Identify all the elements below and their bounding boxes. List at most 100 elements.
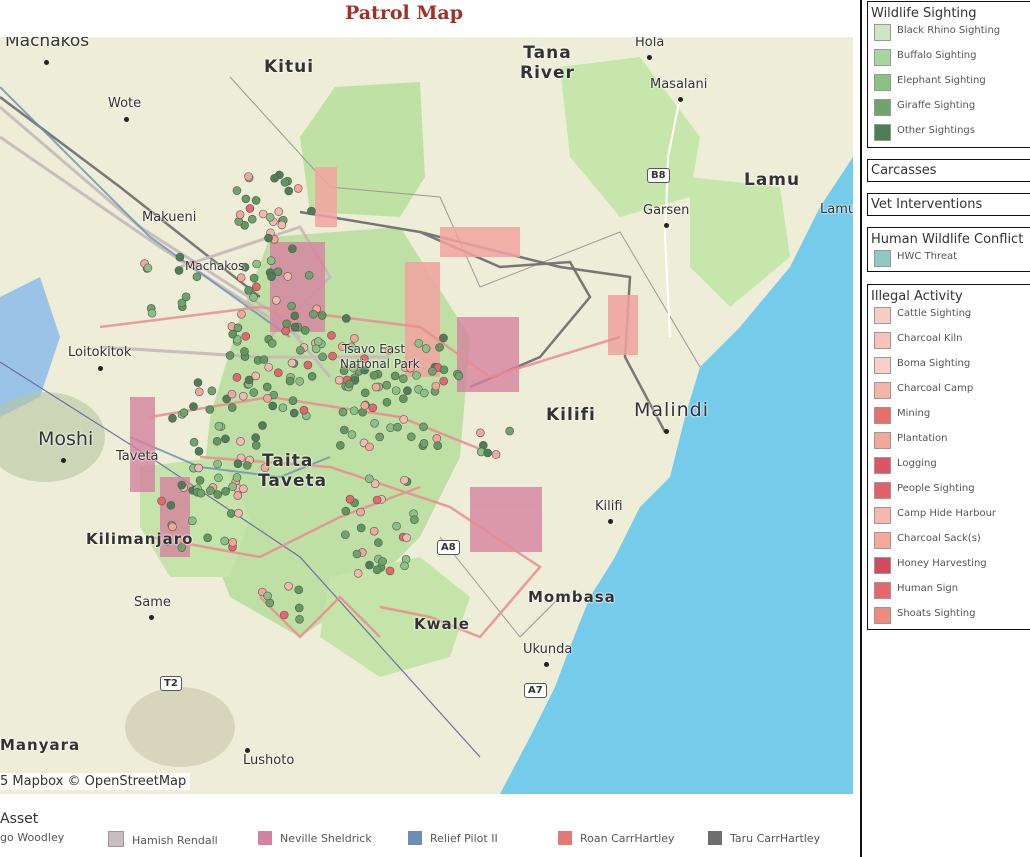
- sighting-point[interactable]: [368, 403, 378, 413]
- sighting-point[interactable]: [240, 347, 249, 356]
- legend-vet[interactable]: Vet Interventions: [867, 193, 1030, 216]
- sighting-point[interactable]: [371, 382, 381, 392]
- sighting-point[interactable]: [476, 428, 485, 438]
- sighting-point[interactable]: [299, 405, 309, 415]
- legend-item[interactable]: Logging: [868, 456, 1030, 481]
- sighting-point[interactable]: [193, 378, 203, 387]
- sighting-point[interactable]: [311, 344, 321, 354]
- sighting-point[interactable]: [382, 397, 392, 407]
- sighting-point[interactable]: [278, 403, 288, 412]
- sighting-point[interactable]: [375, 432, 384, 442]
- sighting-point[interactable]: [241, 332, 251, 341]
- sighting-point[interactable]: [439, 333, 448, 343]
- sighting-point[interactable]: [244, 172, 253, 181]
- sighting-point[interactable]: [284, 186, 294, 196]
- sighting-point[interactable]: [352, 549, 362, 559]
- asset-item[interactable]: go Woodley: [0, 831, 64, 844]
- sighting-point[interactable]: [232, 373, 242, 382]
- sighting-point[interactable]: [236, 273, 246, 283]
- sighting-point[interactable]: [391, 386, 401, 395]
- sighting-point[interactable]: [240, 262, 250, 272]
- sighting-point[interactable]: [228, 482, 237, 492]
- sighting-point[interactable]: [419, 439, 429, 448]
- sighting-point[interactable]: [295, 615, 304, 624]
- sighting-point[interactable]: [227, 389, 237, 399]
- sighting-point[interactable]: [345, 494, 355, 504]
- sighting-point[interactable]: [196, 488, 206, 498]
- sighting-point[interactable]: [213, 459, 222, 469]
- sighting-point[interactable]: [251, 371, 261, 381]
- sighting-point[interactable]: [285, 376, 295, 386]
- sighting-point[interactable]: [338, 407, 348, 417]
- sighting-point[interactable]: [221, 487, 230, 496]
- sighting-point[interactable]: [266, 256, 276, 265]
- legend-item[interactable]: Camp Hide Harbour: [868, 506, 1030, 531]
- legend-item[interactable]: Plantation: [868, 431, 1030, 456]
- sighting-point[interactable]: [293, 184, 303, 193]
- sighting-point[interactable]: [203, 533, 212, 543]
- sighting-point[interactable]: [189, 402, 198, 411]
- sighting-point[interactable]: [372, 495, 382, 505]
- legend-item[interactable]: People Sighting: [868, 481, 1030, 506]
- sighting-point[interactable]: [349, 363, 358, 373]
- sighting-point[interactable]: [147, 308, 157, 318]
- sighting-point[interactable]: [491, 450, 501, 459]
- sighting-point[interactable]: [281, 326, 290, 336]
- legend-item[interactable]: Black Rhino Sighting: [868, 23, 1030, 48]
- sighting-point[interactable]: [398, 374, 408, 384]
- sighting-point[interactable]: [220, 536, 230, 546]
- sighting-point[interactable]: [249, 388, 259, 397]
- sighting-point[interactable]: [353, 569, 363, 578]
- sighting-point[interactable]: [336, 440, 345, 450]
- sighting-point[interactable]: [505, 426, 514, 436]
- sighting-point[interactable]: [390, 371, 400, 381]
- sighting-point[interactable]: [244, 285, 253, 295]
- sighting-point[interactable]: [273, 267, 283, 276]
- map-attribution[interactable]: 5 Mapbox © OpenStreetMap: [0, 773, 191, 790]
- sighting-point[interactable]: [400, 475, 409, 485]
- sighting-point[interactable]: [241, 194, 251, 204]
- sighting-point[interactable]: [239, 484, 248, 494]
- sighting-point[interactable]: [194, 387, 204, 397]
- sighting-point[interactable]: [399, 415, 408, 424]
- sighting-point[interactable]: [432, 434, 442, 443]
- sighting-point[interactable]: [407, 432, 416, 442]
- sighting-point[interactable]: [214, 421, 224, 431]
- sighting-point[interactable]: [339, 366, 349, 376]
- sighting-point[interactable]: [263, 591, 272, 601]
- sighting-point[interactable]: [419, 422, 428, 432]
- sighting-point[interactable]: [349, 406, 359, 416]
- sighting-point[interactable]: [288, 396, 298, 405]
- sighting-point[interactable]: [356, 507, 365, 517]
- sighting-point[interactable]: [168, 413, 177, 423]
- sighting-point[interactable]: [226, 509, 236, 518]
- sighting-point[interactable]: [166, 501, 176, 510]
- sighting-point[interactable]: [280, 178, 290, 187]
- sighting-point[interactable]: [267, 339, 277, 348]
- sighting-point[interactable]: [374, 538, 383, 547]
- sighting-point[interactable]: [274, 207, 284, 216]
- sighting-point[interactable]: [277, 220, 287, 230]
- sighting-point[interactable]: [262, 382, 272, 392]
- sighting-point[interactable]: [267, 272, 276, 281]
- sighting-point[interactable]: [341, 314, 351, 323]
- sighting-point[interactable]: [233, 323, 243, 333]
- sighting-point[interactable]: [304, 270, 314, 280]
- sighting-point[interactable]: [328, 351, 337, 361]
- sighting-point[interactable]: [338, 342, 347, 351]
- sighting-point[interactable]: [433, 441, 443, 450]
- sighting-point[interactable]: [412, 371, 421, 380]
- sighting-point[interactable]: [290, 322, 300, 332]
- sighting-point[interactable]: [194, 463, 203, 473]
- sighting-point[interactable]: [177, 298, 187, 308]
- sighting-point[interactable]: [283, 272, 293, 281]
- legend-item[interactable]: Cattle Sighting: [868, 306, 1030, 331]
- sighting-point[interactable]: [385, 566, 395, 576]
- sighting-point[interactable]: [400, 561, 409, 571]
- sighting-point[interactable]: [370, 418, 379, 428]
- sighting-point[interactable]: [289, 408, 299, 418]
- legend-item[interactable]: Honey Harvesting: [868, 556, 1030, 581]
- legend-item[interactable]: Elephant Sighting: [868, 73, 1030, 98]
- legend-item[interactable]: Human Sign: [868, 581, 1030, 606]
- sighting-point[interactable]: [365, 474, 374, 484]
